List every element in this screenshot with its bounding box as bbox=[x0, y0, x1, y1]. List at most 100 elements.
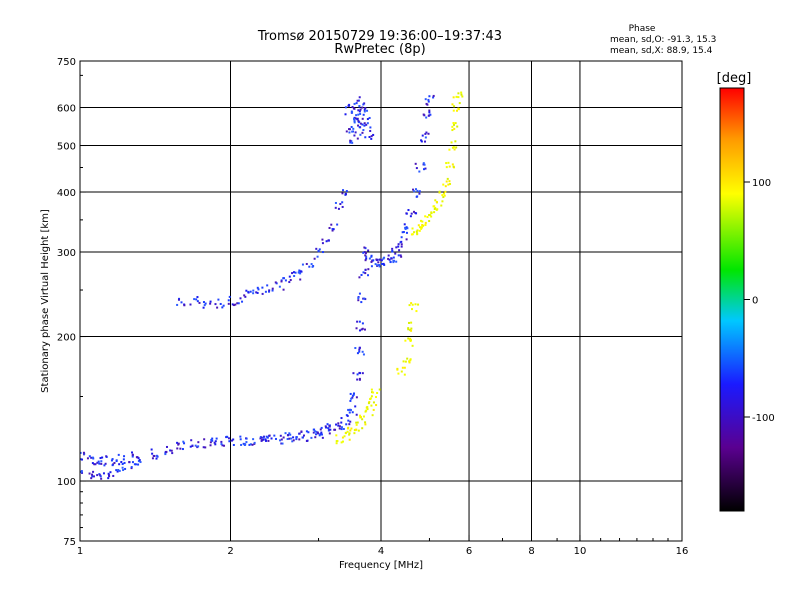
data-point bbox=[453, 148, 456, 151]
data-point bbox=[320, 431, 323, 434]
data-point bbox=[433, 205, 436, 208]
data-point bbox=[409, 215, 412, 218]
data-point bbox=[177, 442, 180, 445]
data-point bbox=[369, 126, 372, 129]
data-point bbox=[239, 435, 242, 438]
data-point bbox=[91, 475, 94, 478]
data-point bbox=[94, 463, 97, 466]
data-point bbox=[424, 98, 427, 101]
x-tick-label: 2 bbox=[227, 546, 233, 557]
data-point bbox=[227, 299, 230, 302]
data-point bbox=[284, 279, 287, 282]
data-point bbox=[337, 422, 340, 425]
data-point bbox=[327, 239, 330, 242]
data-point bbox=[446, 177, 449, 180]
data-point bbox=[355, 413, 358, 416]
data-point bbox=[120, 461, 123, 464]
data-point bbox=[360, 273, 363, 276]
data-point bbox=[357, 119, 360, 122]
data-point bbox=[221, 444, 224, 447]
data-point bbox=[356, 320, 359, 323]
data-point bbox=[363, 328, 366, 331]
y-tick-label: 75 bbox=[63, 537, 76, 548]
data-point bbox=[264, 290, 267, 293]
data-point bbox=[430, 215, 433, 218]
data-point bbox=[424, 132, 427, 135]
data-point bbox=[447, 161, 450, 164]
data-point bbox=[340, 426, 343, 429]
data-point bbox=[451, 163, 454, 166]
data-point bbox=[117, 453, 120, 456]
data-point bbox=[410, 302, 413, 305]
data-point bbox=[131, 453, 134, 456]
data-point bbox=[420, 139, 423, 142]
data-point bbox=[344, 192, 347, 195]
data-point bbox=[368, 257, 371, 260]
data-point bbox=[262, 438, 265, 441]
data-point bbox=[353, 116, 356, 119]
data-point bbox=[209, 302, 212, 305]
data-point bbox=[98, 462, 101, 465]
data-point bbox=[452, 146, 455, 149]
data-point bbox=[401, 231, 404, 234]
data-point bbox=[350, 427, 353, 430]
data-point bbox=[242, 442, 245, 445]
data-point bbox=[338, 427, 341, 430]
data-point bbox=[417, 224, 420, 227]
data-point bbox=[461, 95, 464, 98]
data-point bbox=[288, 275, 291, 278]
data-point bbox=[404, 339, 407, 342]
data-point bbox=[209, 300, 212, 303]
data-point bbox=[273, 434, 276, 437]
data-point bbox=[281, 442, 284, 445]
data-point bbox=[237, 302, 240, 305]
data-point bbox=[268, 434, 271, 437]
data-point bbox=[110, 459, 113, 462]
data-point bbox=[387, 254, 390, 257]
data-point bbox=[357, 109, 360, 112]
data-point bbox=[370, 395, 373, 398]
data-point bbox=[357, 113, 360, 116]
data-point bbox=[444, 185, 447, 188]
data-point bbox=[331, 229, 334, 232]
data-point bbox=[107, 472, 110, 475]
data-point bbox=[427, 98, 430, 101]
data-point bbox=[117, 468, 120, 471]
data-point bbox=[113, 461, 116, 464]
data-point bbox=[380, 259, 383, 262]
data-point bbox=[252, 438, 255, 441]
data-point bbox=[351, 130, 354, 133]
data-point bbox=[359, 133, 362, 136]
data-point bbox=[313, 257, 316, 260]
data-point bbox=[415, 212, 418, 215]
data-point bbox=[457, 92, 460, 95]
data-point bbox=[340, 421, 343, 424]
data-point bbox=[177, 298, 180, 301]
data-point bbox=[336, 439, 339, 442]
data-point bbox=[138, 459, 141, 462]
data-point bbox=[369, 397, 372, 400]
data-point bbox=[348, 128, 351, 131]
data-point bbox=[298, 432, 301, 435]
data-point bbox=[361, 123, 364, 126]
data-point bbox=[130, 466, 133, 469]
data-point bbox=[445, 180, 448, 183]
data-point bbox=[330, 223, 333, 226]
data-point bbox=[176, 447, 179, 450]
data-point bbox=[341, 205, 344, 208]
data-point bbox=[424, 140, 427, 143]
data-point bbox=[415, 195, 418, 198]
data-point bbox=[243, 294, 246, 297]
data-point bbox=[321, 238, 324, 241]
data-point bbox=[282, 436, 285, 439]
data-point bbox=[361, 322, 364, 325]
data-point bbox=[107, 477, 110, 480]
data-point bbox=[404, 227, 407, 230]
data-point bbox=[293, 274, 296, 277]
data-point bbox=[388, 258, 391, 261]
data-point bbox=[234, 303, 237, 306]
data-point bbox=[347, 409, 350, 412]
stats-title: Phase bbox=[629, 24, 656, 34]
data-point bbox=[203, 438, 206, 441]
data-point bbox=[345, 423, 348, 426]
